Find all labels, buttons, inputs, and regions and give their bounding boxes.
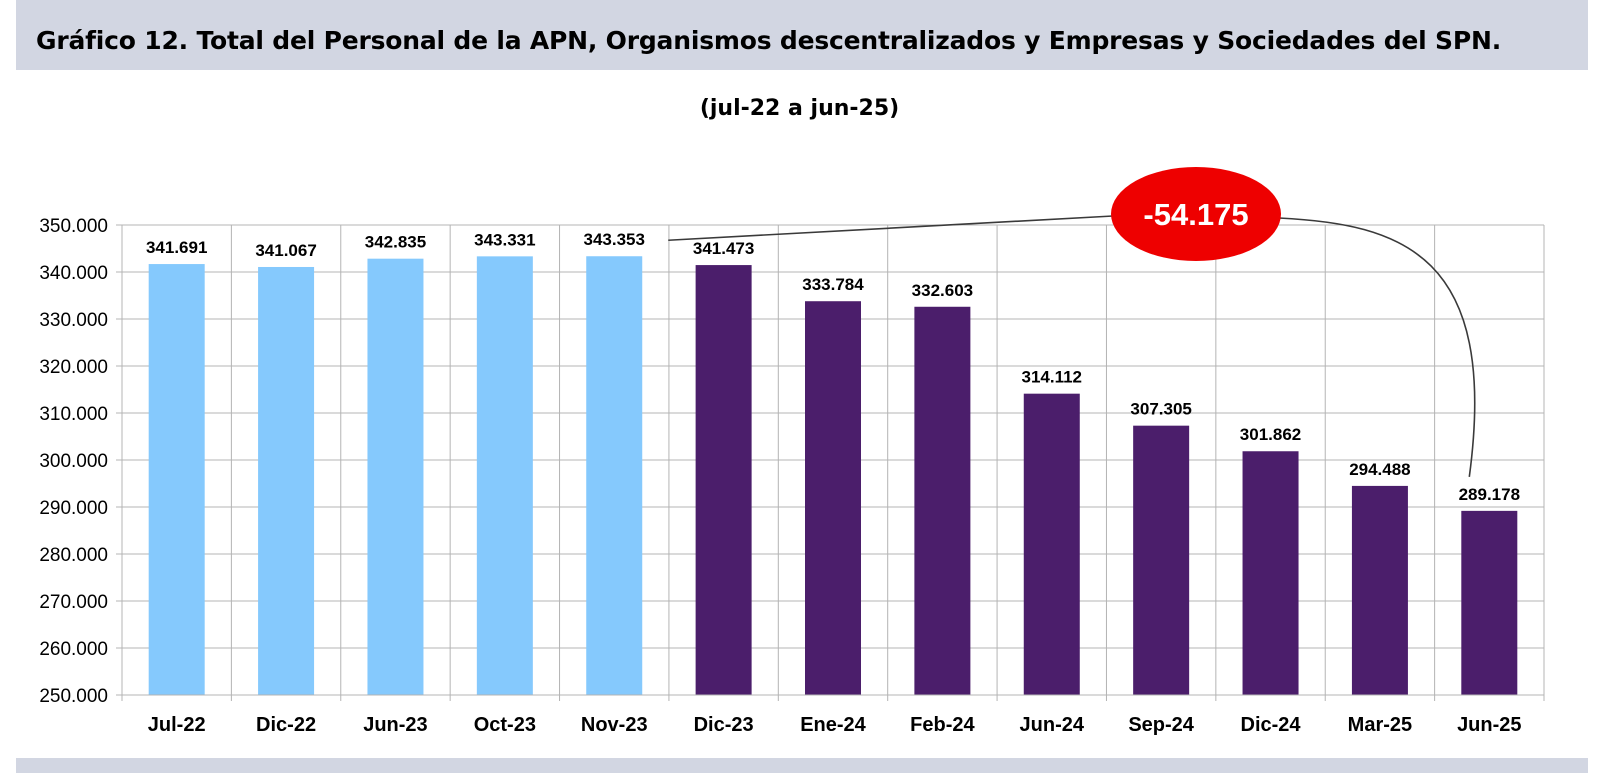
bar-ene-24: [805, 301, 861, 695]
category-label: Dic-24: [1241, 714, 1302, 736]
change-annotation: -54.175: [668, 167, 1476, 477]
value-label: 341.473: [693, 239, 754, 258]
value-label: 341.691: [146, 238, 207, 257]
category-label: Jun-23: [363, 714, 427, 736]
bar-dic-24: [1242, 451, 1299, 695]
y-tick-label: 280.000: [39, 545, 108, 566]
y-tick-label: 260.000: [39, 639, 108, 660]
category-label: Dic-23: [694, 714, 754, 736]
y-tick-label: 340.000: [39, 263, 108, 284]
value-label: 343.353: [584, 230, 645, 249]
y-tick-label: 350.000: [39, 216, 108, 237]
category-label: Mar-25: [1348, 714, 1412, 736]
chart-header-title: Gráfico 12. Total del Personal de la APN…: [36, 26, 1501, 55]
y-tick-label: 290.000: [39, 498, 108, 519]
axes: [116, 224, 1544, 696]
value-label: 343.331: [474, 230, 535, 249]
value-label: 301.862: [1240, 425, 1301, 444]
category-label: Sep-24: [1128, 714, 1194, 736]
category-label: Feb-24: [910, 714, 975, 736]
category-label: Dic-22: [256, 714, 316, 736]
category-label: Oct-23: [474, 714, 536, 736]
y-tick-label: 300.000: [39, 451, 108, 472]
bar-dic-23: [695, 265, 752, 695]
annotation-connector-left: [668, 215, 1114, 242]
bar-dic-22: [258, 266, 315, 695]
annotation-callout-text: -54.175: [1143, 197, 1248, 232]
category-label: Jun-24: [1020, 714, 1085, 736]
y-tick-label: 270.000: [39, 592, 108, 613]
bar-jun-25: [1461, 510, 1518, 695]
value-label: 289.178: [1459, 485, 1520, 504]
bar-feb-24: [914, 306, 971, 695]
category-label: Nov-23: [581, 714, 648, 736]
bar-jun-24: [1023, 393, 1080, 695]
bar-mar-25: [1351, 485, 1408, 695]
annotation-connector-right: [1278, 217, 1476, 477]
value-label: 294.488: [1349, 460, 1410, 479]
chart-subtitle: (jul-22 a jun-25): [699, 96, 900, 121]
y-tick-label: 330.000: [39, 310, 108, 331]
footer-band: [16, 758, 1588, 773]
y-tick-label: 320.000: [39, 357, 108, 378]
bar-jun-23: [367, 258, 424, 695]
y-tick-label: 250.000: [39, 686, 108, 707]
y-tick-label: 310.000: [39, 404, 108, 425]
annotation-callout: [1111, 167, 1281, 261]
category-label: Jul-22: [148, 714, 206, 736]
bars: [148, 256, 1518, 695]
value-label: 342.835: [365, 233, 426, 252]
bar-jul-22: [148, 264, 205, 695]
bar-oct-23: [476, 256, 533, 695]
bar-nov-23: [586, 256, 643, 695]
value-label: 307.305: [1130, 400, 1191, 419]
value-label: 314.112: [1022, 368, 1083, 387]
category-label: Jun-25: [1457, 714, 1521, 736]
value-label: 341.067: [255, 241, 316, 260]
header-band: [16, 0, 1588, 70]
category-label: Ene-24: [800, 714, 866, 736]
value-label: 333.784: [802, 275, 864, 294]
value-label: 332.603: [912, 281, 973, 300]
bar-sep-24: [1133, 425, 1190, 695]
labels: 250.000 260.000 270.000 280.000 290.000 300.0…: [39, 216, 1521, 736]
